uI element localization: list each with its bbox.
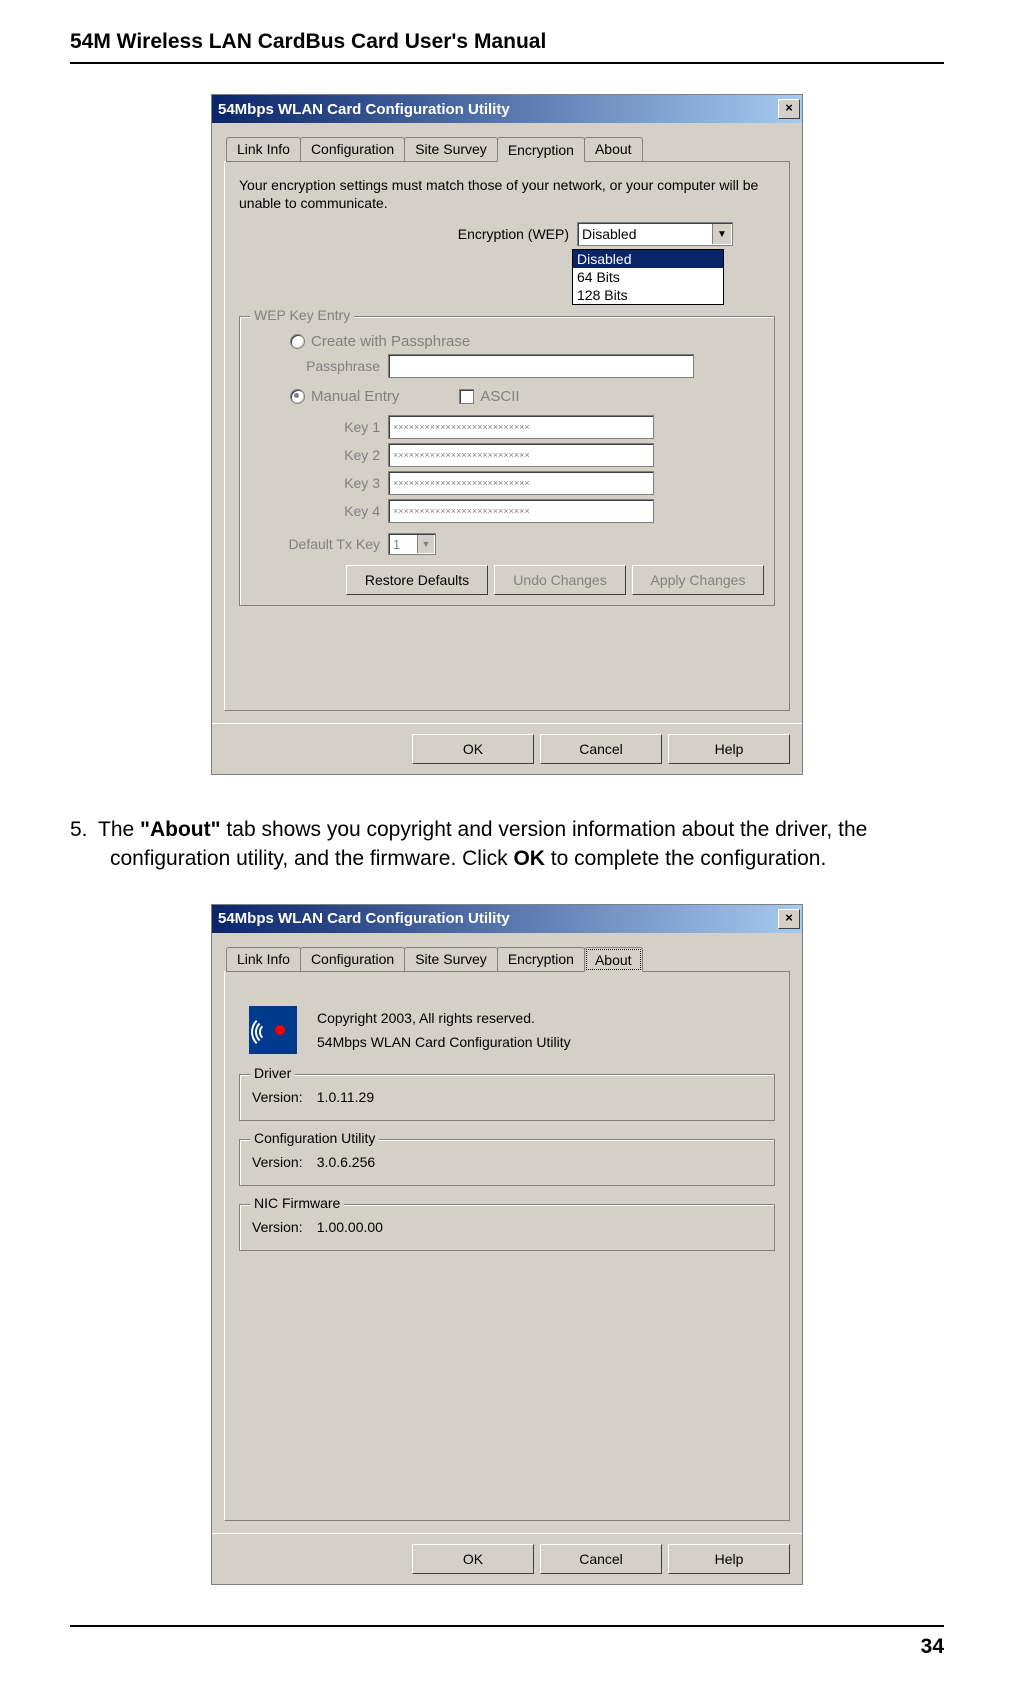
tab-encryption[interactable]: Encryption — [497, 137, 585, 162]
key3-label: Key 3 — [250, 475, 388, 491]
key4-input[interactable]: ×××××××××××××××××××××××××× — [388, 499, 654, 523]
default-tx-value: 1 — [393, 537, 400, 552]
step-5-text: 5. The "About" tab shows you copyright a… — [70, 815, 944, 874]
radio-manual-label: Manual Entry — [311, 388, 399, 405]
screenshot-encryption: 54Mbps WLAN Card Configuration Utility ×… — [211, 94, 803, 775]
option-128bits[interactable]: 128 Bits — [573, 286, 723, 304]
tabs-row-2: Link Info Configuration Site Survey Encr… — [226, 947, 790, 972]
encryption-dropdown-value: Disabled — [582, 226, 636, 242]
driver-version: 1.0.11.29 — [317, 1089, 374, 1105]
tab-configuration[interactable]: Configuration — [300, 137, 405, 161]
restore-defaults-button[interactable]: Restore Defaults — [346, 565, 488, 595]
passphrase-input[interactable] — [388, 354, 694, 378]
tab-configuration[interactable]: Configuration — [300, 947, 405, 971]
step5-t1: The — [98, 818, 140, 841]
window-title-2: 54Mbps WLAN Card Configuration Utility — [218, 910, 510, 927]
apply-changes-button[interactable]: Apply Changes — [632, 565, 764, 595]
chevron-down-icon[interactable]: ▼ — [712, 224, 731, 244]
copyright-line1: Copyright 2003, All rights reserved. — [317, 1010, 571, 1026]
cfg-fieldset: Configuration Utility Version: 3.0.6.256 — [239, 1139, 775, 1186]
ascii-checkbox[interactable] — [459, 389, 474, 404]
default-tx-label: Default Tx Key — [250, 536, 388, 552]
key3-input[interactable]: ×××××××××××××××××××××××××× — [388, 471, 654, 495]
header-rule — [70, 62, 944, 64]
cfg-legend: Configuration Utility — [250, 1130, 379, 1146]
titlebar-2: 54Mbps WLAN Card Configuration Utility × — [212, 905, 802, 933]
close-icon[interactable]: × — [778, 99, 800, 119]
step5-b1: "About" — [140, 818, 221, 841]
passphrase-label: Passphrase — [250, 358, 388, 374]
step5-b2: OK — [513, 847, 545, 870]
fw-version: 1.00.00.00 — [317, 1219, 383, 1235]
fw-fieldset: NIC Firmware Version: 1.00.00.00 — [239, 1204, 775, 1251]
titlebar-1: 54Mbps WLAN Card Configuration Utility × — [212, 95, 802, 123]
cfg-version: 3.0.6.256 — [317, 1154, 375, 1170]
radio-manual[interactable] — [290, 389, 305, 404]
tab-link-info[interactable]: Link Info — [226, 947, 301, 971]
tab-site-survey[interactable]: Site Survey — [404, 947, 498, 971]
encryption-dropdown-list[interactable]: Disabled 64 Bits 128 Bits — [572, 249, 724, 305]
cancel-button[interactable]: Cancel — [540, 1544, 662, 1574]
fw-version-label: Version: — [252, 1219, 303, 1235]
step5-t3: configuration utility, and the firmware.… — [110, 847, 513, 870]
step5-t4: to complete the configuration. — [545, 847, 826, 870]
tab-site-survey[interactable]: Site Survey — [404, 137, 498, 161]
wep-key-entry-group: WEP Key Entry Create with Passphrase Pas… — [239, 316, 775, 606]
radio-passphrase[interactable] — [290, 334, 305, 349]
step-number: 5. — [70, 815, 98, 844]
tabs-row-1: Link Info Configuration Site Survey Encr… — [226, 137, 790, 162]
option-disabled[interactable]: Disabled — [573, 250, 723, 268]
key1-input[interactable]: ×××××××××××××××××××××××××× — [388, 415, 654, 439]
driver-fieldset: Driver Version: 1.0.11.29 — [239, 1074, 775, 1121]
key2-label: Key 2 — [250, 447, 388, 463]
window-title-1: 54Mbps WLAN Card Configuration Utility — [218, 101, 510, 118]
default-tx-dropdown[interactable]: 1 ▼ — [388, 533, 436, 555]
wep-label: Encryption (WEP) — [239, 226, 577, 242]
radio-passphrase-label: Create with Passphrase — [311, 333, 470, 350]
cancel-button[interactable]: Cancel — [540, 734, 662, 764]
driver-version-label: Version: — [252, 1089, 303, 1105]
fw-legend: NIC Firmware — [250, 1195, 344, 1211]
help-button[interactable]: Help — [668, 734, 790, 764]
screenshot-about: 54Mbps WLAN Card Configuration Utility ×… — [211, 904, 803, 1585]
instruction-text: Your encryption settings must match thos… — [239, 176, 775, 212]
ok-button[interactable]: OK — [412, 1544, 534, 1574]
key1-label: Key 1 — [250, 419, 388, 435]
tab-encryption[interactable]: Encryption — [497, 947, 585, 971]
cfg-version-label: Version: — [252, 1154, 303, 1170]
product-logo-icon — [249, 1006, 297, 1054]
copyright-line2: 54Mbps WLAN Card Configuration Utility — [317, 1034, 571, 1050]
chevron-down-icon[interactable]: ▼ — [417, 535, 434, 553]
tab-about[interactable]: About — [584, 137, 643, 161]
tab-about[interactable]: About — [584, 947, 643, 972]
ok-button[interactable]: OK — [412, 734, 534, 764]
undo-changes-button[interactable]: Undo Changes — [494, 565, 626, 595]
key4-label: Key 4 — [250, 503, 388, 519]
page-number: 34 — [70, 1635, 944, 1659]
ascii-label: ASCII — [480, 388, 519, 405]
step5-t2: tab shows you copyright and version info… — [221, 818, 868, 841]
tab-link-info[interactable]: Link Info — [226, 137, 301, 161]
wep-group-legend: WEP Key Entry — [250, 307, 354, 323]
doc-header: 54M Wireless LAN CardBus Card User's Man… — [70, 30, 944, 54]
help-button[interactable]: Help — [668, 1544, 790, 1574]
option-64bits[interactable]: 64 Bits — [573, 268, 723, 286]
close-icon[interactable]: × — [778, 909, 800, 929]
driver-legend: Driver — [250, 1065, 295, 1081]
key2-input[interactable]: ×××××××××××××××××××××××××× — [388, 443, 654, 467]
footer-rule — [70, 1625, 944, 1627]
encryption-dropdown[interactable]: Disabled ▼ — [577, 222, 733, 246]
